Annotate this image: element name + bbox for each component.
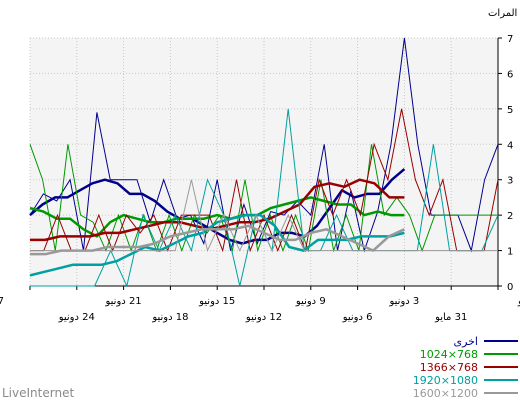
- y-tick-label: 1: [507, 247, 513, 258]
- plot-area: 0 1 2 3 4 5 6 7 27 دونيو 24 دونيو 21 دونيو 18 دونيو…: [0, 34, 520, 400]
- series-line-raw: [30, 108, 499, 253]
- x-tick-label-lower: 12 دونيو: [245, 312, 282, 323]
- x-tick-label-lower: 6 دونيو: [342, 312, 373, 323]
- x-tick-label-upper: 15 دونيو: [198, 296, 235, 307]
- x-tick-label-upper: 3 دونيو: [388, 296, 419, 307]
- y-tick-label: 4: [507, 140, 513, 151]
- series-line-smoothed: [29, 213, 405, 277]
- x-tick-label-lower: 18 دونيو: [151, 312, 188, 323]
- site-watermark: LiveInternet: [2, 386, 75, 400]
- x-tick-label-lower: 24 دونيو: [58, 312, 95, 323]
- legend-label: 1024×768: [420, 348, 478, 361]
- series-line-smoothed: [30, 224, 405, 256]
- legend-label: 1920×1080: [413, 374, 478, 387]
- x-tick-label-upper: 27 دونيو: [0, 296, 4, 307]
- y-axis-label: المرات: [488, 8, 517, 19]
- x-tick-label-upper: 28 مايو: [517, 296, 520, 307]
- x-tick-label-upper: 21 دونيو: [105, 296, 142, 307]
- y-tick-label: 3: [507, 176, 513, 187]
- y-tick-label: 2: [507, 211, 513, 222]
- x-tick-label-upper: 9 دونيو: [295, 296, 326, 307]
- y-tick-label: 5: [507, 105, 513, 116]
- y-tick-label: 6: [507, 69, 513, 80]
- legend-label: اخرى: [453, 335, 478, 348]
- y-tick-label: 7: [507, 34, 513, 45]
- legend-label: 1366×768: [420, 361, 478, 374]
- series-line-smoothed: [30, 178, 405, 242]
- legend-label: 1600×1200: [413, 387, 478, 400]
- x-tick-label-lower: 31 مايو: [434, 312, 467, 323]
- y-tick-label: 0: [507, 282, 513, 293]
- series-line-raw: [29, 37, 499, 253]
- series-line-smoothed: [29, 196, 405, 238]
